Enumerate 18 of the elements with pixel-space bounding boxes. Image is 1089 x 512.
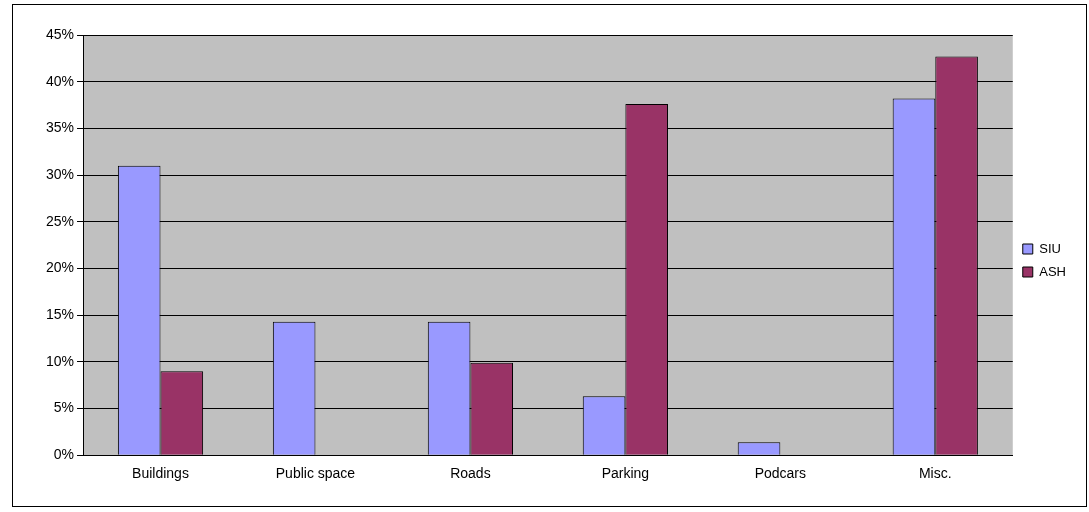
y-tick-label: 40%	[45, 72, 75, 89]
x-tick-label: Misc.	[918, 465, 952, 482]
y-tick-label: 15%	[45, 305, 75, 322]
y-tick-label: 20%	[45, 259, 75, 276]
y-tick-label: 45%	[45, 25, 75, 42]
y-tick-label: 25%	[45, 212, 75, 229]
y-tick-label: 10%	[45, 352, 75, 369]
y-tick-label: 30%	[45, 165, 75, 182]
legend-label: SIU	[1039, 240, 1061, 256]
x-tick-label: Public space	[275, 465, 356, 482]
x-tick-label: Roads	[450, 465, 491, 482]
x-tick-label: Podcars	[754, 465, 807, 482]
legend-label: ASH	[1039, 263, 1066, 279]
y-tick-label: 35%	[45, 119, 75, 136]
x-tick-label: Buildings	[132, 465, 189, 482]
x-tick-label: Parking	[601, 465, 650, 482]
y-tick-label: 0%	[53, 446, 75, 463]
y-tick-label: 5%	[53, 399, 75, 416]
